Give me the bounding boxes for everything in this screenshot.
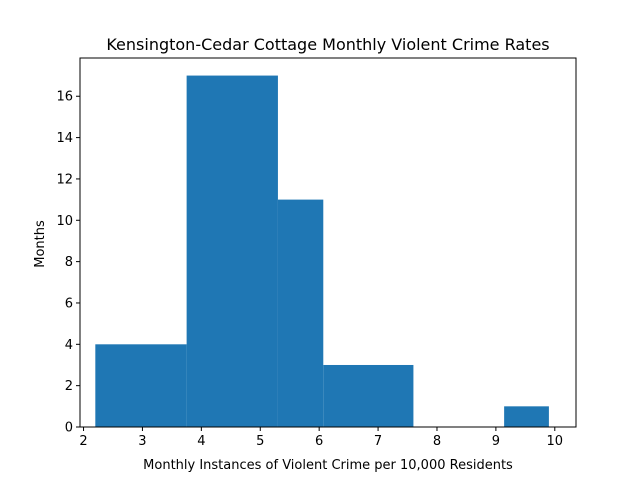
y-axis-ticks: 0 2 4 6 8 10 12 14 16 <box>56 90 80 436</box>
histogram-bar-3 <box>323 364 414 427</box>
y-tick-label: 0 <box>65 421 73 436</box>
y-tick-label: 8 <box>65 255 73 270</box>
x-tick-label: 2 <box>79 434 87 449</box>
plot-frame <box>79 57 577 428</box>
x-tick-label: 9 <box>492 434 500 449</box>
x-axis-label: Monthly Instances of Violent Crime per 1… <box>143 458 513 473</box>
y-tick-label: 16 <box>56 90 73 105</box>
x-axis-ticks: 2 3 4 5 6 7 8 9 10 <box>79 427 563 449</box>
x-tick-label: 5 <box>256 434 264 449</box>
histogram-bar-2 <box>277 199 324 427</box>
x-tick-label: 4 <box>197 434 205 449</box>
y-tick-label: 12 <box>56 172 73 187</box>
x-tick-label: 7 <box>374 434 382 449</box>
bars-group <box>95 75 549 428</box>
histogram-bar-0 <box>95 344 187 427</box>
y-axis-label: Months <box>33 220 48 268</box>
x-tick-label: 3 <box>138 434 146 449</box>
y-tick-label: 14 <box>56 131 73 146</box>
chart-title: Kensington-Cedar Cottage Monthly Violent… <box>106 35 549 54</box>
histogram-bar-1 <box>186 75 278 428</box>
y-tick-label: 6 <box>65 296 73 311</box>
y-tick-label: 10 <box>56 214 73 229</box>
histogram-bar-5 <box>504 406 549 427</box>
x-tick-label: 8 <box>433 434 441 449</box>
y-tick-label: 4 <box>65 338 73 353</box>
x-tick-label: 10 <box>547 434 564 449</box>
x-tick-label: 6 <box>315 434 323 449</box>
y-tick-label: 2 <box>65 379 73 394</box>
